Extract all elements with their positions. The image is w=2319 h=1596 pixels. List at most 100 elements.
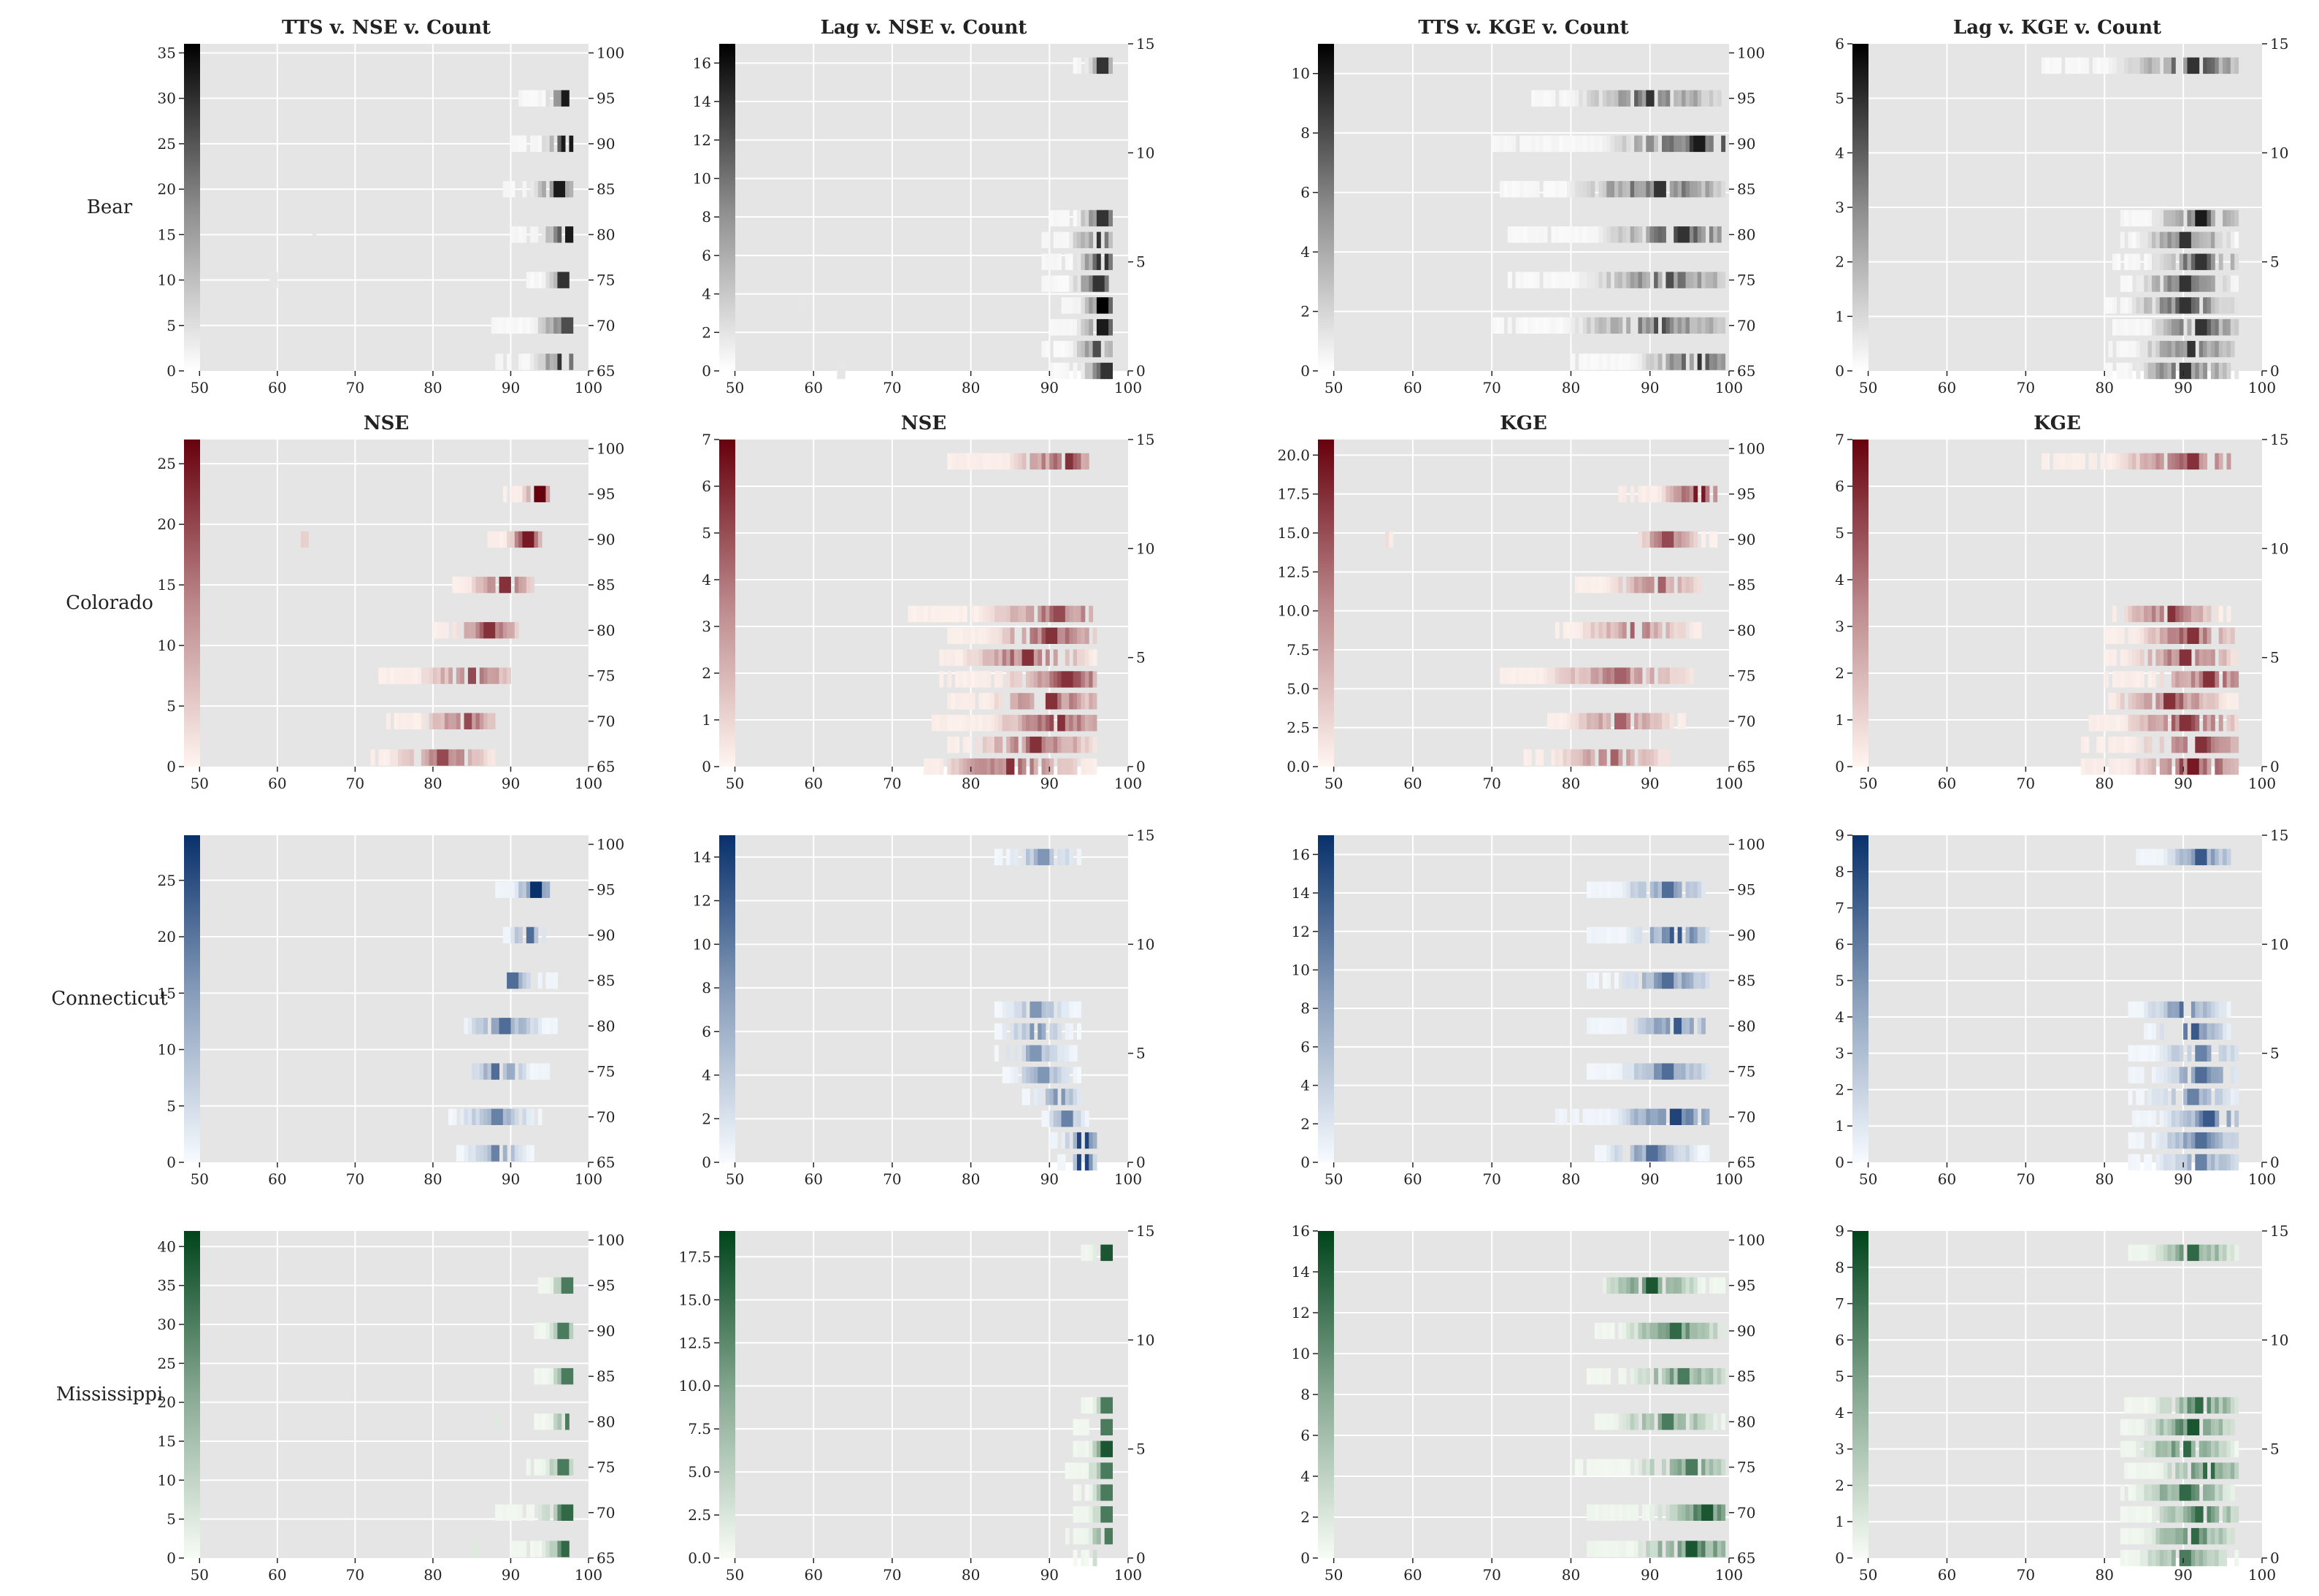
heatmap-cell xyxy=(1013,848,1019,866)
heatmap-cell xyxy=(1084,1110,1089,1127)
heatmap-cell xyxy=(1697,90,1702,107)
heatmap-cell xyxy=(1018,453,1023,470)
heatmap-cell xyxy=(2132,453,2136,470)
heatmap-cell xyxy=(413,713,418,729)
heatmap-cell xyxy=(510,622,515,639)
heatmap-cell xyxy=(1606,1018,1611,1035)
heatmap-cell xyxy=(2155,297,2161,314)
heatmap-cell xyxy=(2226,1484,2231,1501)
heatmap-cell xyxy=(2108,736,2113,753)
heatmap-cell xyxy=(1069,671,1074,688)
x-tick-label: 70 xyxy=(346,1566,364,1584)
heatmap-cell xyxy=(2112,671,2117,688)
count-tick-label: 0 xyxy=(166,758,176,775)
heatmap-cell xyxy=(2139,1067,2144,1083)
heatmap-cell xyxy=(2203,1549,2207,1567)
heatmap-cell xyxy=(1602,317,1607,334)
heatmap-cell xyxy=(499,1504,504,1521)
heatmap-cell xyxy=(405,713,410,729)
heatmap-cell xyxy=(1638,1322,1643,1340)
heatmap-cell xyxy=(2190,1397,2196,1414)
heatmap-cell xyxy=(553,90,558,107)
heatmap-cell xyxy=(1674,1413,1679,1430)
heatmap-cell xyxy=(1590,667,1595,684)
heatmap-cell xyxy=(2167,1110,2172,1127)
heatmap-cell xyxy=(1689,226,1694,243)
heatmap-cell xyxy=(982,758,987,775)
heatmap-cell xyxy=(479,1018,484,1035)
heatmap-band xyxy=(378,667,511,684)
heatmap-cell xyxy=(1081,736,1086,753)
heatmap-cell xyxy=(2147,848,2153,866)
heatmap-cell xyxy=(1634,926,1638,944)
heatmap-cell xyxy=(534,531,539,548)
heatmap-cell xyxy=(1041,1110,1046,1127)
right-tick-label: 95 xyxy=(597,486,615,503)
heatmap-cell xyxy=(1721,1367,1726,1385)
heatmap-cell xyxy=(1677,926,1682,944)
heatmap-cell xyxy=(2199,275,2204,292)
heatmap-cell xyxy=(2179,1419,2184,1435)
heatmap-cell xyxy=(1657,1504,1663,1521)
heatmap-cell xyxy=(2139,453,2144,470)
heatmap-cell xyxy=(565,180,570,198)
heatmap-cell xyxy=(2210,693,2215,710)
heatmap-cell xyxy=(1669,1322,1674,1340)
heatmap-cell xyxy=(1641,1108,1647,1125)
heatmap-cell xyxy=(994,671,999,688)
count-tick-label: 2 xyxy=(1300,1508,1310,1526)
heatmap-cell xyxy=(978,715,984,732)
heatmap-cell xyxy=(1092,1154,1097,1171)
heatmap-cell xyxy=(487,713,492,729)
right-tick-label: 0 xyxy=(2270,1549,2280,1567)
heatmap-cell xyxy=(1701,1277,1706,1294)
heatmap-cell xyxy=(429,749,434,766)
heatmap-cell xyxy=(495,1413,499,1430)
heatmap-cell xyxy=(1571,135,1576,153)
heatmap-cell xyxy=(2215,319,2220,336)
x-tick-label: 80 xyxy=(423,1170,442,1188)
heatmap-cell xyxy=(2159,1045,2164,1062)
heatmap-cell xyxy=(1634,1459,1638,1476)
heatmap-cell xyxy=(1061,1067,1066,1083)
heatmap-cell xyxy=(2207,1484,2212,1501)
heatmap-cell xyxy=(2159,362,2164,380)
x-tick-label: 90 xyxy=(502,1170,520,1188)
heatmap-cell xyxy=(1021,649,1027,666)
heatmap-cell xyxy=(2218,1045,2223,1062)
heatmap-cell xyxy=(1606,972,1611,989)
heatmap-cell xyxy=(2096,758,2101,775)
heatmap-cell xyxy=(2215,1549,2220,1567)
heatmap-cell xyxy=(1689,1459,1694,1476)
heatmap-cell xyxy=(1041,671,1046,688)
heatmap-cell xyxy=(947,671,952,688)
heatmap-cell xyxy=(561,90,566,107)
heatmap-cell xyxy=(1590,1108,1595,1125)
heatmap-band xyxy=(2124,1397,2239,1414)
heatmap-cell xyxy=(1657,1277,1663,1294)
heatmap-cell xyxy=(1057,1045,1062,1062)
heatmap-cell xyxy=(1674,1322,1679,1340)
heatmap-cell xyxy=(2132,297,2136,314)
heatmap-cell xyxy=(2167,1045,2172,1062)
heatmap-band xyxy=(386,713,496,729)
heatmap-cell xyxy=(1084,231,1089,248)
count-tick-label: 2 xyxy=(702,323,711,341)
heatmap-cell xyxy=(1614,1145,1619,1162)
heatmap-cell xyxy=(2128,453,2133,470)
heatmap-cell xyxy=(553,1277,558,1294)
heatmap-cell xyxy=(1677,486,1682,502)
heatmap-cell xyxy=(440,713,445,729)
heatmap-cell xyxy=(982,453,987,470)
x-tick-label: 80 xyxy=(1562,379,1580,396)
heatmap-cell xyxy=(2139,275,2144,292)
right-tick-label: 65 xyxy=(597,758,615,775)
heatmap-cell xyxy=(1606,576,1611,594)
heatmap-cell xyxy=(1622,1459,1627,1476)
heatmap-cell xyxy=(1010,715,1015,732)
heatmap-cell xyxy=(1100,57,1105,74)
heatmap-cell xyxy=(1006,627,1011,644)
heatmap-cell xyxy=(557,272,562,288)
heatmap-cell xyxy=(1108,297,1113,314)
heatmap-cell xyxy=(1602,1277,1607,1294)
